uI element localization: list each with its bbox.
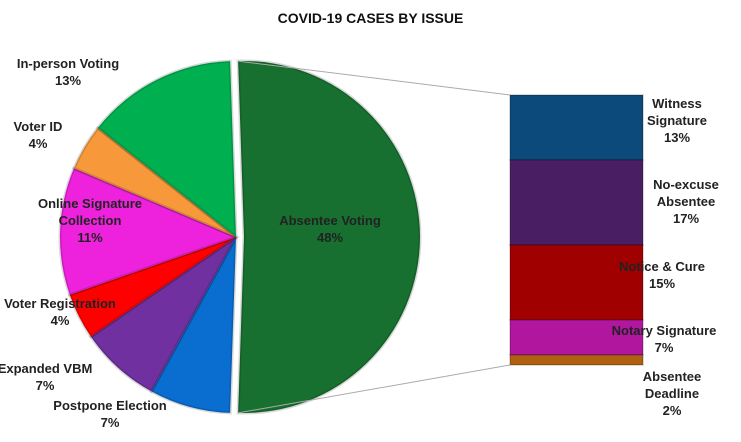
label-value: 17% xyxy=(672,211,700,226)
label-name: Voter Registration xyxy=(4,296,116,311)
label-value: 13% xyxy=(663,130,691,145)
pie-slice xyxy=(58,166,241,297)
pie-slice xyxy=(67,235,237,339)
label-name: Notary Signature xyxy=(611,323,717,338)
label-value: 13% xyxy=(54,73,82,88)
label-value: 4% xyxy=(28,136,48,151)
label-value: 15% xyxy=(648,276,676,291)
label-value: 7% xyxy=(654,340,674,355)
data-label: Notary Signature 7% xyxy=(599,322,729,356)
label-value: 7% xyxy=(100,415,120,430)
connector xyxy=(238,364,511,414)
label-name: Online Signature Collection xyxy=(37,196,142,228)
pie-slice xyxy=(88,235,238,394)
pie-slice xyxy=(236,59,422,415)
pie-slice xyxy=(149,236,238,415)
chart-title: COVID-19 CASES BY ISSUE xyxy=(277,10,464,26)
label-name: Notice & Cure xyxy=(619,259,705,274)
label-value: 11% xyxy=(77,230,103,245)
label-value: 4% xyxy=(50,313,70,328)
bar-segment xyxy=(509,319,644,356)
label-name: Postpone Election xyxy=(53,398,167,413)
data-label: Online Signature Collection 11% xyxy=(25,195,155,246)
label-name: No-excuse Absentee xyxy=(653,177,719,209)
pie-slice xyxy=(95,59,238,241)
bar-segment xyxy=(509,244,644,321)
data-label: No-excuse Absentee 17% xyxy=(636,176,736,227)
data-label: In-person Voting 13% xyxy=(3,55,133,89)
data-label: Expanded VBM 7% xyxy=(0,360,105,394)
data-label: Voter Registration 4% xyxy=(0,295,130,329)
label-name: Expanded VBM xyxy=(0,361,93,376)
bar-segment xyxy=(509,354,644,366)
data-label: Witness Signature 13% xyxy=(627,95,727,146)
data-label: Voter ID 4% xyxy=(3,118,73,152)
data-label: Absentee Deadline 2% xyxy=(622,368,722,419)
label-value: 7% xyxy=(35,378,55,393)
data-label: Notice & Cure 15% xyxy=(607,258,717,292)
label-name: In-person Voting xyxy=(16,56,120,71)
label-value: 2% xyxy=(662,403,682,418)
label-name: Absentee Voting xyxy=(279,213,381,228)
data-label: Postpone Election 7% xyxy=(40,397,180,431)
label-name: Voter ID xyxy=(13,119,63,134)
data-label: Absentee Voting 48% xyxy=(275,212,385,246)
label-value: 48% xyxy=(316,230,344,245)
connector xyxy=(238,60,511,96)
bar-segment xyxy=(509,94,644,161)
bar-segment xyxy=(509,159,644,246)
pie-slice xyxy=(71,125,237,239)
label-name: Absentee Deadline xyxy=(642,369,702,401)
label-name: Witness Signature xyxy=(647,96,707,128)
